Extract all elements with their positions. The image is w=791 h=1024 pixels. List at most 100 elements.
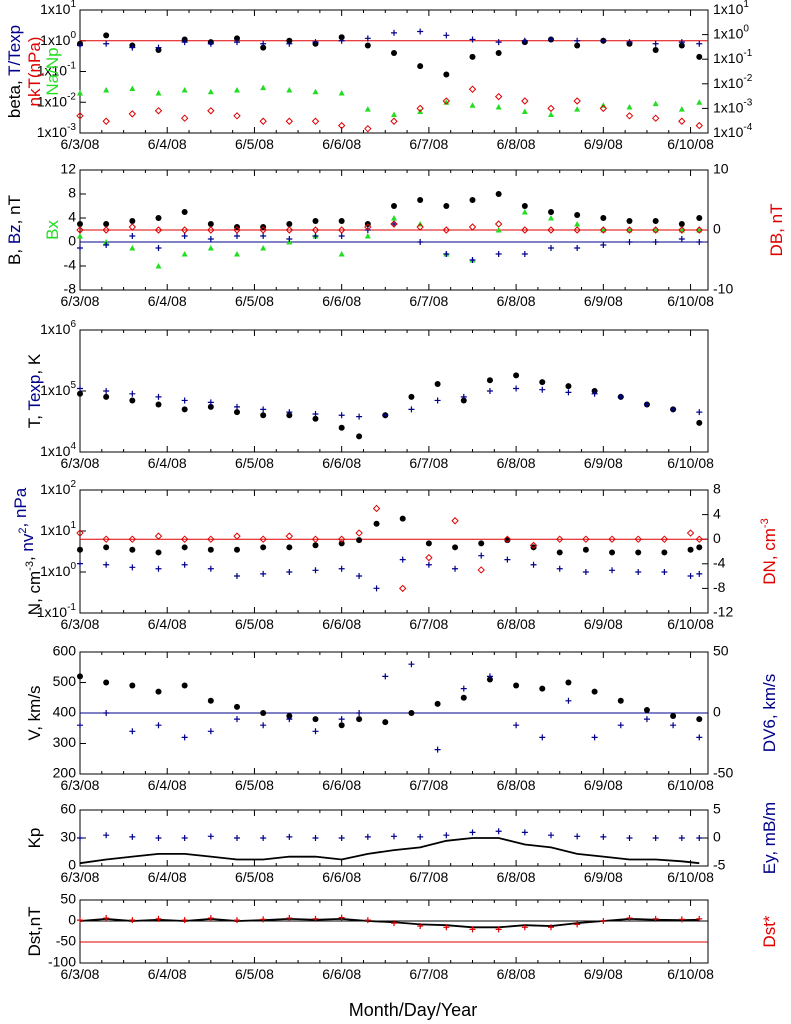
data-point <box>312 233 319 239</box>
data-point <box>364 233 371 239</box>
panel-1: 6/3/08 6/4/08 6/5/08 6/6/08 6/7/08 6/8/08 6/9/… <box>61 9 714 152</box>
data-point <box>102 535 110 543</box>
data-point <box>695 121 703 130</box>
data-point <box>207 88 214 95</box>
data-point <box>547 104 555 113</box>
data-point <box>574 833 581 840</box>
data-point <box>129 218 136 224</box>
data-point <box>494 220 503 228</box>
data-point <box>521 226 529 234</box>
data-point <box>652 100 659 107</box>
data-point <box>651 114 660 122</box>
data-point <box>678 221 685 227</box>
data-point <box>364 124 372 133</box>
data-point <box>260 233 267 239</box>
x-tick-label: 6/9/08 <box>584 777 623 793</box>
data-point <box>312 415 319 422</box>
data-point <box>539 386 546 393</box>
data-point <box>686 529 695 537</box>
data-point <box>260 84 267 91</box>
data-point <box>626 915 633 922</box>
data-point <box>617 697 624 704</box>
data-point <box>77 390 83 397</box>
x-tick-label: 6/10/08 <box>667 777 714 793</box>
data-point <box>574 106 581 112</box>
data-point <box>652 47 659 54</box>
data-point <box>486 673 493 680</box>
data-point <box>312 39 319 46</box>
data-point <box>103 561 110 568</box>
x-tick-label: 6/4/08 <box>148 616 187 632</box>
data-point <box>495 104 502 110</box>
data-point <box>416 223 424 231</box>
data-point <box>478 540 485 547</box>
x-tick-label: 6/4/08 <box>148 869 187 885</box>
data-point <box>599 104 608 113</box>
data-point <box>504 556 511 563</box>
data-point <box>495 227 502 233</box>
data-point <box>486 676 493 683</box>
data-point <box>434 746 441 753</box>
data-point <box>364 223 372 231</box>
data-point <box>356 572 363 579</box>
data-point <box>103 32 110 39</box>
data-point <box>495 828 502 835</box>
data-point <box>338 722 345 729</box>
x-tick-label: 6/7/08 <box>409 777 448 793</box>
data-point <box>233 112 241 120</box>
data-point <box>129 546 136 553</box>
y2-tick-label: 1x10-1 <box>713 48 753 66</box>
series-line <box>79 837 700 865</box>
data-point <box>609 549 616 556</box>
data-point <box>337 121 346 130</box>
data-point <box>234 233 240 239</box>
data-point <box>382 719 389 726</box>
data-point <box>600 215 607 221</box>
data-point <box>181 406 188 413</box>
data-point <box>77 835 83 841</box>
y-axis-label: Kp <box>25 828 44 849</box>
data-point <box>103 679 110 686</box>
data-point <box>574 37 581 44</box>
y-tick-label: 0 <box>68 912 76 928</box>
data-point <box>652 40 659 47</box>
data-point <box>103 832 110 839</box>
data-point <box>338 89 345 96</box>
x-tick-label: 6/6/08 <box>322 966 361 982</box>
data-point <box>286 40 293 47</box>
data-point <box>286 221 293 227</box>
x-tick-label: 6/4/08 <box>148 136 187 152</box>
data-point <box>600 918 607 924</box>
data-point <box>521 209 528 215</box>
x-tick-label: 6/3/08 <box>61 455 100 471</box>
data-point <box>391 111 397 117</box>
data-point <box>285 226 294 234</box>
data-point <box>565 383 572 390</box>
y2-tick-label: 50 <box>713 643 729 659</box>
data-point <box>128 110 137 118</box>
data-point <box>356 537 363 544</box>
data-point <box>695 535 703 543</box>
data-point <box>574 245 581 251</box>
data-point <box>103 393 110 400</box>
data-point <box>207 226 215 234</box>
data-point <box>521 108 528 115</box>
data-point <box>425 561 432 568</box>
data-point <box>442 97 451 105</box>
data-point <box>234 35 240 42</box>
data-point <box>521 924 528 931</box>
data-point <box>696 99 703 105</box>
data-point <box>338 34 345 41</box>
x-tick-label: 6/4/08 <box>148 966 187 982</box>
data-point <box>573 97 581 105</box>
x-tick-label: 6/3/08 <box>61 136 100 152</box>
data-point <box>460 397 467 404</box>
data-point <box>102 226 110 234</box>
data-point <box>434 381 441 388</box>
data-point <box>408 661 415 668</box>
data-point <box>233 532 241 540</box>
data-point <box>600 242 607 248</box>
x-tick-label: 6/9/08 <box>584 616 623 632</box>
panel-7: 6/3/08 6/4/08 6/5/08 6/6/08 6/7/08 6/8/08 6/9/… <box>61 899 714 982</box>
data-point <box>391 833 397 840</box>
